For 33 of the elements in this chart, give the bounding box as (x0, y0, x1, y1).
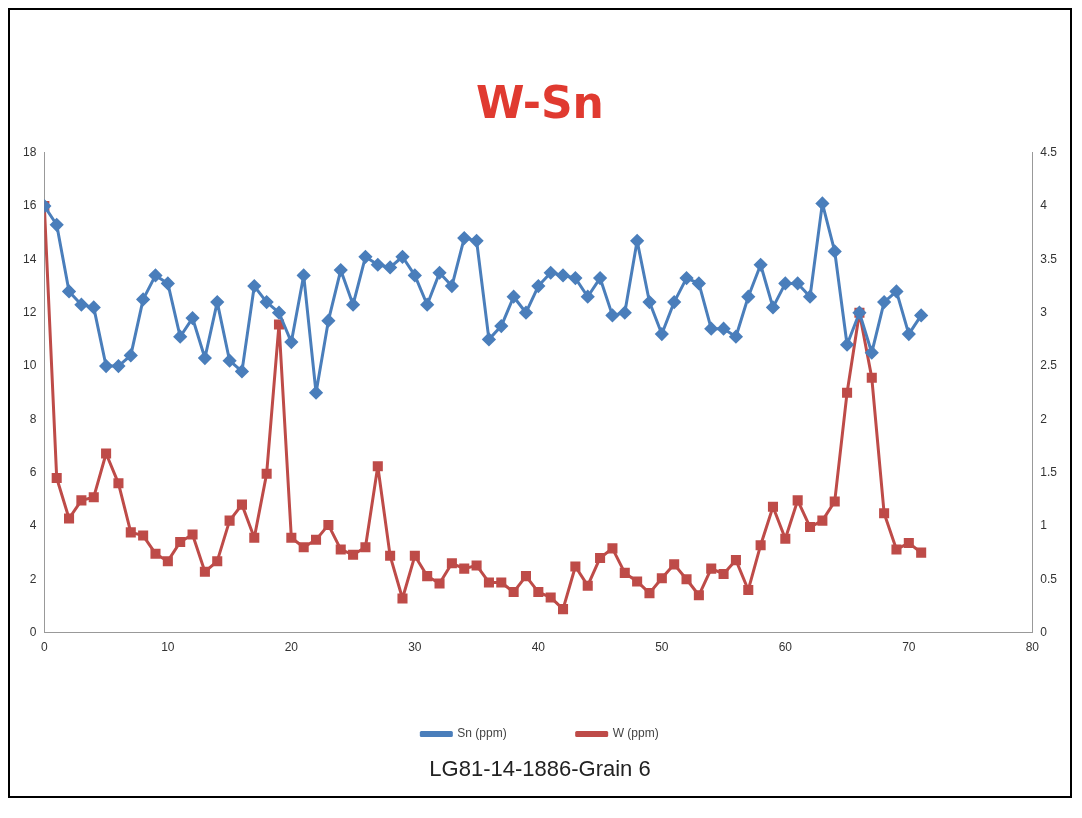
y2-tick-label: 1.5 (1040, 464, 1058, 479)
x-tick-label: 20 (284, 640, 299, 655)
legend-label: W (ppm) (612, 726, 659, 741)
x-tick-label: 60 (778, 640, 793, 655)
x-tick-label: 70 (902, 640, 916, 655)
x-tick-label: 0 (41, 640, 48, 655)
y2-tick-label: 1 (1040, 518, 1048, 533)
y-tick-label: 8 (29, 411, 37, 426)
y-tick-label: 6 (29, 464, 37, 479)
y2-tick-label: 3.5 (1040, 251, 1058, 266)
y-tick-label: 16 (22, 198, 37, 213)
x-tick-label: 40 (531, 640, 546, 655)
y2-tick-label: 4.5 (1040, 145, 1058, 160)
y-tick-label: 2 (29, 571, 37, 586)
chart-title: W-Sn (476, 76, 604, 128)
y-tick-label: 18 (22, 145, 37, 160)
x-tick-label: 10 (161, 640, 175, 655)
y2-tick-label: 0.5 (1040, 571, 1058, 586)
y2-tick-label: 0 (1040, 624, 1048, 639)
x-tick-label: 30 (408, 640, 422, 655)
y2-tick-label: 3 (1040, 305, 1048, 320)
y2-tick-label: 2.5 (1040, 358, 1058, 373)
y-tick-label: 4 (29, 518, 37, 533)
x-tick-label: 50 (655, 640, 669, 655)
y2-tick-label: 4 (1040, 198, 1048, 213)
y-tick-label: 12 (22, 305, 37, 320)
y-tick-label: 10 (22, 358, 37, 373)
text: LG81-14-1886-Grain 6 (428, 755, 652, 783)
y2-tick-label: 2 (1040, 411, 1048, 426)
y-tick-label: 14 (22, 251, 37, 266)
y-tick-label: 0 (29, 624, 37, 639)
x-tick-label: 80 (1025, 640, 1040, 655)
legend-label: Sn (ppm) (457, 726, 507, 741)
